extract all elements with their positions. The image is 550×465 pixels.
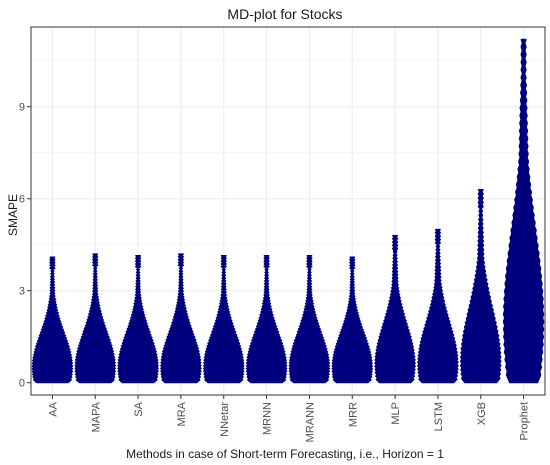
panel-background [31,27,545,395]
plot-area: 0 3 6 9 AA MAPA SA MRA NNetar MRNN MRANN MRR MLP LSTM… [19,26,546,442]
violin-mrr [331,256,374,384]
violin-lstm [416,228,459,384]
x-tick-label: AA [47,401,59,416]
x-tick-label: MRNN [262,402,274,435]
violin-mra [159,253,202,384]
x-tick-label: XGB [476,402,488,425]
x-tick-label: LSTM [433,402,445,431]
violin-prophet [502,38,545,384]
x-tick-label: MRR [347,402,359,427]
violin-mapa [74,253,117,384]
panel-border [30,26,546,396]
x-tick-label: MLP [390,402,402,425]
x-tick-label: MRA [176,401,188,426]
violin-aa [31,256,74,384]
violin-mlp [374,235,417,384]
violin-xgb [459,189,502,384]
violin-mrann [288,255,331,384]
x-tick-label: MRANN [304,402,316,442]
x-axis-label: Methods in case of Short-term Forecastin… [126,447,444,461]
violin-mrnn [245,255,288,384]
x-tick-label: MAPA [90,401,102,432]
chart-title: MD-plot for Stocks [227,6,342,22]
violin-nnetar [202,255,245,384]
y-tick-label: 6 [19,194,25,206]
y-axis-label: SMAPE [6,194,20,236]
y-tick-label: 9 [19,102,25,114]
y-tick-label: 0 [19,378,25,390]
y-tick-label: 3 [19,286,25,298]
x-tick-label: SA [133,401,145,416]
x-tick-label: Prophet [519,402,531,441]
violin-sa [117,255,160,384]
x-tick-label: NNetar [219,402,231,437]
